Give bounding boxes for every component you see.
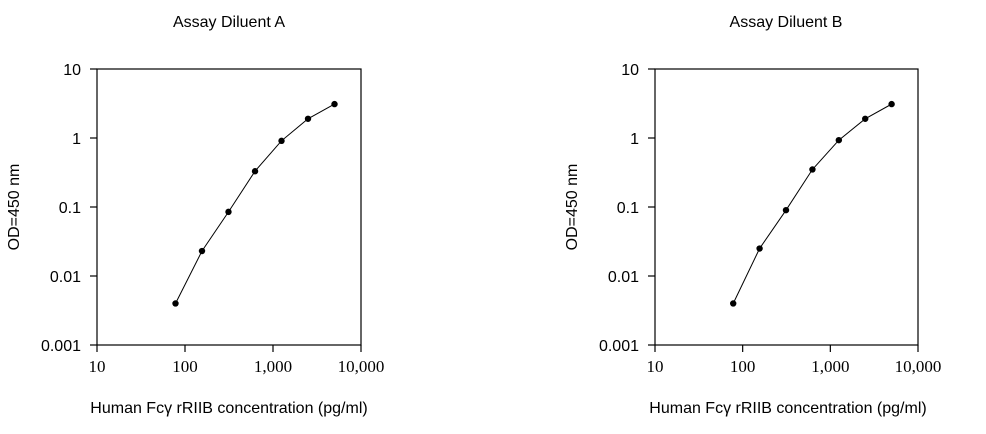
x-tick-label: 1,000 <box>811 357 849 376</box>
x-tick-label: 10 <box>647 357 664 376</box>
y-tick-label: 0.001 <box>41 338 81 355</box>
plot-frame <box>96 68 362 346</box>
y-tick-label: 0.01 <box>50 269 81 286</box>
chart-title: Assay Diluent B <box>730 14 843 31</box>
x-tick-label: 1,000 <box>254 357 292 376</box>
data-point <box>251 168 259 175</box>
series-line <box>175 103 335 304</box>
x-axis-label: Human Fcγ rRIIB concentration (pg/ml) <box>649 400 926 417</box>
y-axis-label: OD=450 nm <box>564 164 581 251</box>
data-point <box>862 115 869 122</box>
data-point <box>809 166 816 173</box>
data-point <box>835 136 843 144</box>
series-line <box>732 103 892 304</box>
x-tick-label: 10,000 <box>895 357 942 376</box>
y-tick-label: 10 <box>63 62 81 79</box>
y-tick-label: 1 <box>630 131 639 148</box>
data-point <box>225 208 232 216</box>
y-tick-label: 10 <box>621 62 639 79</box>
data-point <box>198 247 206 255</box>
data-point <box>331 100 338 108</box>
x-tick-label: 10,000 <box>338 357 385 376</box>
y-tick-label: 0.1 <box>617 200 639 217</box>
x-tick-label: 100 <box>730 357 756 376</box>
x-tick-label: 10 <box>89 357 106 376</box>
x-tick-label: 100 <box>172 357 198 376</box>
chart-title: Assay Diluent A <box>173 14 285 31</box>
data-point <box>756 245 763 252</box>
chart-assay-diluent-b: Assay Diluent B 0.001 0.01 0.1 1 10 10 100 1,000… <box>564 14 941 417</box>
chart-assay-diluent-a: Assay Diluent A 0.001 0.01 0.1 1 10 10 100 1,000… <box>6 14 384 417</box>
data-point <box>888 100 895 108</box>
y-tick-label: 1 <box>72 131 81 148</box>
data-point <box>730 300 737 307</box>
data-point <box>304 115 312 122</box>
y-tick-label: 0.001 <box>599 338 639 355</box>
data-point <box>172 300 179 307</box>
data-point <box>782 206 790 214</box>
y-tick-label: 0.1 <box>59 200 81 217</box>
data-point <box>278 137 285 145</box>
x-axis-label: Human Fcγ rRIIB concentration (pg/ml) <box>90 400 367 417</box>
y-axis-label: OD=450 nm <box>6 164 23 251</box>
y-tick-label: 0.01 <box>608 269 639 286</box>
